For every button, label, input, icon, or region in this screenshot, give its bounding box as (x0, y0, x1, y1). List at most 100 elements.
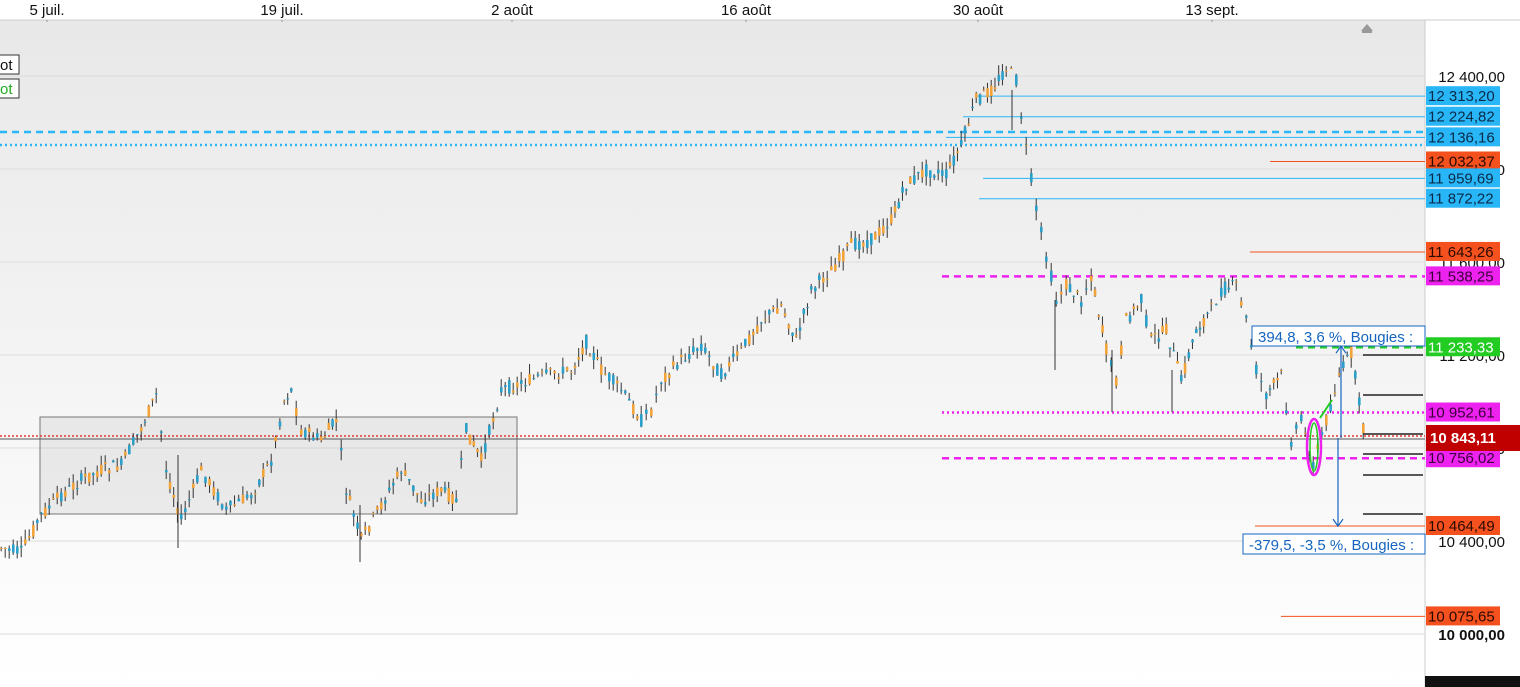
candle-body (404, 470, 407, 476)
candle-body (692, 346, 695, 352)
candle-body (396, 471, 399, 477)
candle-body (295, 408, 298, 416)
candle-body (245, 494, 249, 499)
candle-body (1304, 432, 1307, 434)
candle-body (1157, 338, 1161, 342)
candle-body (335, 419, 338, 423)
candle-body (48, 505, 51, 509)
candle-body (1080, 302, 1083, 307)
candle-body (540, 371, 544, 373)
candle-body (862, 242, 865, 247)
candle-body (1240, 301, 1243, 306)
candle-body (476, 449, 479, 453)
candle-body (56, 492, 59, 498)
candle-body (60, 492, 63, 502)
candle-body (1358, 397, 1361, 406)
candle-body (72, 482, 75, 490)
measure-box-up[interactable] (1251, 325, 1426, 347)
candle-body (278, 421, 282, 427)
price-tag (1426, 188, 1500, 208)
candle-body (1198, 327, 1202, 330)
candle-body (320, 436, 323, 441)
candle-body (283, 400, 286, 402)
home-icon[interactable] (1361, 24, 1373, 33)
price-tag (1426, 337, 1500, 357)
x-tick-label: 30 août (953, 2, 1004, 19)
price-tag (1426, 448, 1500, 468)
candle-body (925, 164, 928, 177)
candle-body (1342, 361, 1345, 369)
candle-body (1030, 173, 1033, 183)
candle-body (364, 526, 367, 530)
candle-body (1260, 381, 1263, 383)
candle-body (92, 473, 95, 476)
candle-body (112, 460, 115, 463)
candle-body (416, 493, 419, 495)
candle-body (921, 169, 924, 178)
x-tick-label: 19 juil. (260, 2, 303, 19)
candle-body (508, 380, 511, 394)
candle-body (1085, 288, 1088, 290)
candle-body (1308, 456, 1311, 458)
candle-body (854, 237, 857, 250)
candle-body (143, 421, 147, 423)
candle-body (680, 354, 683, 358)
candle-body (472, 441, 476, 446)
candle-body (814, 287, 817, 292)
price-tag-label: 12 224,82 (1428, 109, 1495, 126)
candle-body (12, 544, 15, 553)
candle-body (488, 425, 491, 435)
candle-body (1354, 371, 1357, 379)
left-tag-label: ot (0, 57, 13, 74)
candle-body (724, 373, 727, 377)
y-tick-label: 10 400,00 (1438, 534, 1505, 551)
candle-body (650, 409, 653, 416)
candle-body (4, 548, 7, 550)
candle-body (188, 499, 191, 501)
candle-body (132, 437, 135, 445)
candle-body (553, 370, 556, 374)
candle-body (655, 393, 658, 396)
price-tag-label: 12 136,16 (1428, 129, 1495, 146)
range-box[interactable] (39, 416, 518, 515)
measure-label-up: 394,8, 3,6 %, Bougies : (1258, 329, 1413, 346)
candle-body (204, 476, 207, 484)
left-tag-label: ot (0, 81, 13, 98)
candle-body (672, 361, 675, 366)
measurement-tools[interactable]: 394,8, 3,6 %, Bougies : -379,5, -3,5 %, B… (1242, 325, 1426, 555)
candle-body (80, 473, 83, 481)
candle-body (732, 353, 735, 357)
candle-body (172, 494, 176, 498)
candle-body (1015, 74, 1018, 86)
candle-body (1035, 205, 1038, 212)
candle-body (736, 351, 739, 356)
candle-body (44, 507, 47, 517)
candle-body (116, 466, 119, 471)
candle-body (909, 177, 912, 184)
candle-body (516, 382, 519, 388)
price-tag (1426, 151, 1500, 171)
candle-body (712, 366, 715, 370)
candle-body (340, 448, 343, 451)
candle-body (1040, 226, 1043, 233)
candle-body (147, 405, 151, 417)
candle-body (316, 433, 319, 438)
candle-body (1068, 284, 1072, 293)
candle-body (348, 495, 352, 500)
candle-body (460, 458, 463, 460)
candle-body (384, 500, 387, 504)
candle-body (420, 499, 423, 503)
candle-body (600, 364, 603, 375)
x-tick-label: 2 août (491, 2, 534, 19)
candle-body (545, 369, 548, 373)
candle-body (250, 494, 253, 499)
price-tag (1426, 606, 1500, 626)
measure-box-down[interactable] (1242, 533, 1426, 555)
candle-body (948, 162, 952, 166)
candle-body (1097, 315, 1101, 317)
x-axis-ticks: 5 juil. 19 juil. 2 août 16 août 30 août 13 se… (29, 2, 1239, 22)
candle-body (971, 106, 974, 109)
candle-body (1276, 377, 1279, 381)
candle-body (532, 378, 536, 380)
